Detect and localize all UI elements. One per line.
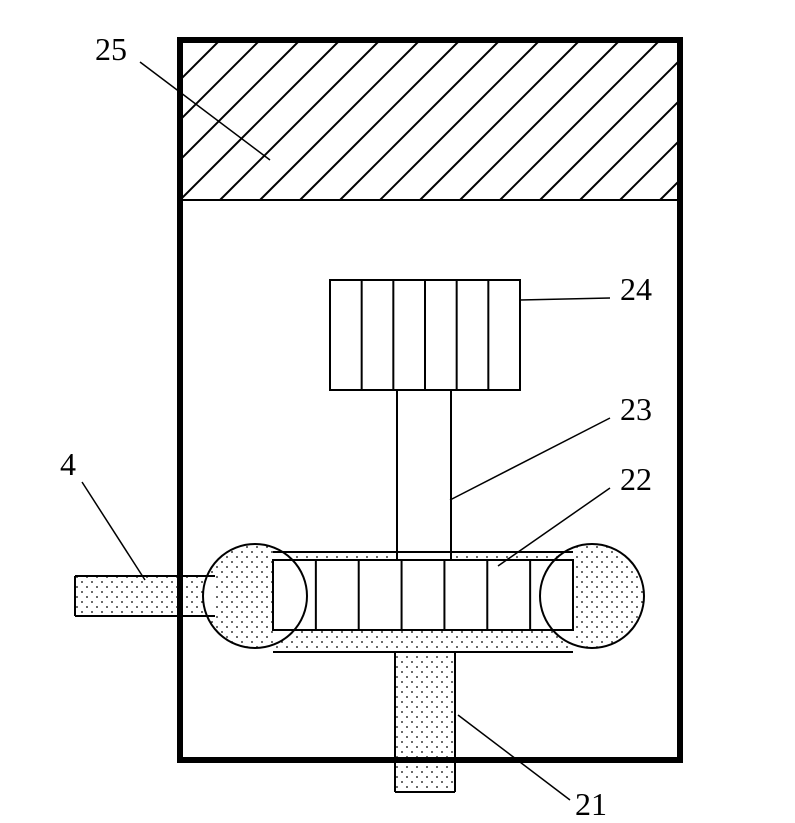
shaft (397, 390, 451, 560)
label-l4-leader (82, 482, 145, 580)
label-l25-label: 25 (95, 31, 127, 67)
label-l23-label: 23 (620, 391, 652, 427)
label-l23-leader (450, 418, 610, 500)
label-l22-label: 22 (620, 461, 652, 497)
lower-gear (273, 560, 573, 630)
label-l24-leader (520, 298, 610, 300)
label-l21-label: 21 (575, 786, 607, 822)
label-l24-label: 24 (620, 271, 652, 307)
label-l25-leader (140, 62, 270, 160)
label-l4-label: 4 (60, 446, 76, 482)
